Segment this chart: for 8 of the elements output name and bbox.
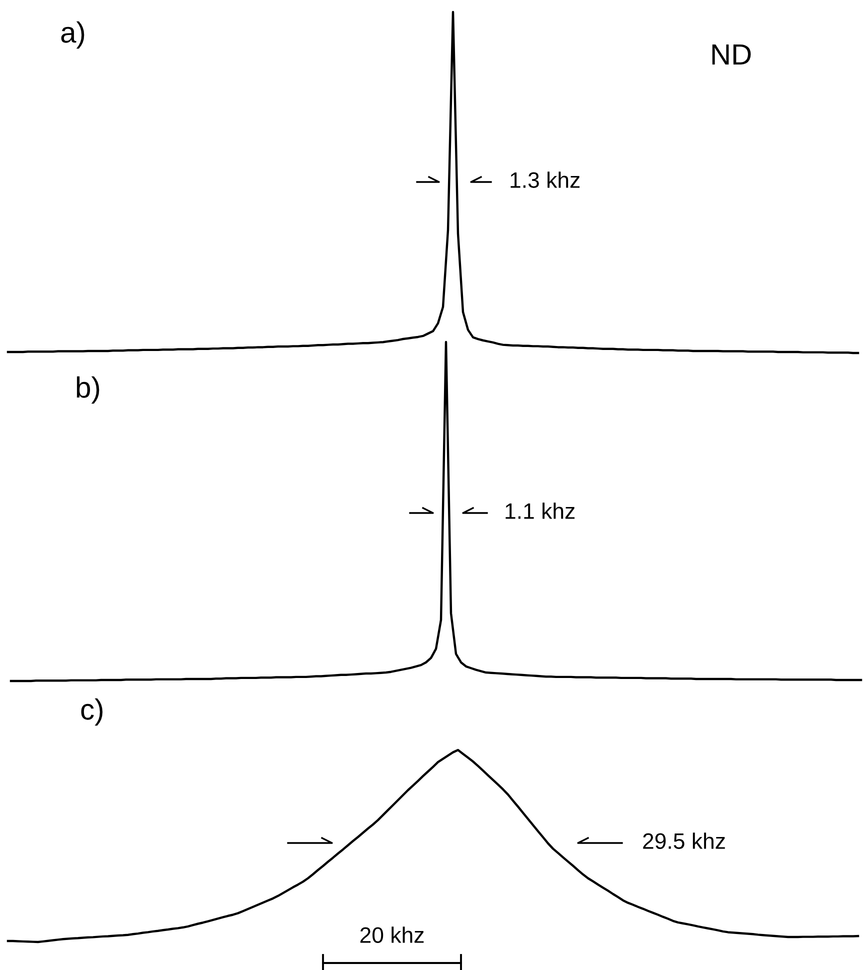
annotation: ND (712, 44, 751, 65)
chart-title: a) (61, 21, 84, 49)
chart-title: c) (81, 698, 102, 726)
text: b) (76, 376, 100, 404)
annotation: 20 khz (360, 926, 424, 943)
annotation: 1.3 khz (510, 172, 580, 188)
annotation: 1.1 khz (506, 502, 575, 519)
annotation: 29.5 khz (643, 832, 725, 849)
